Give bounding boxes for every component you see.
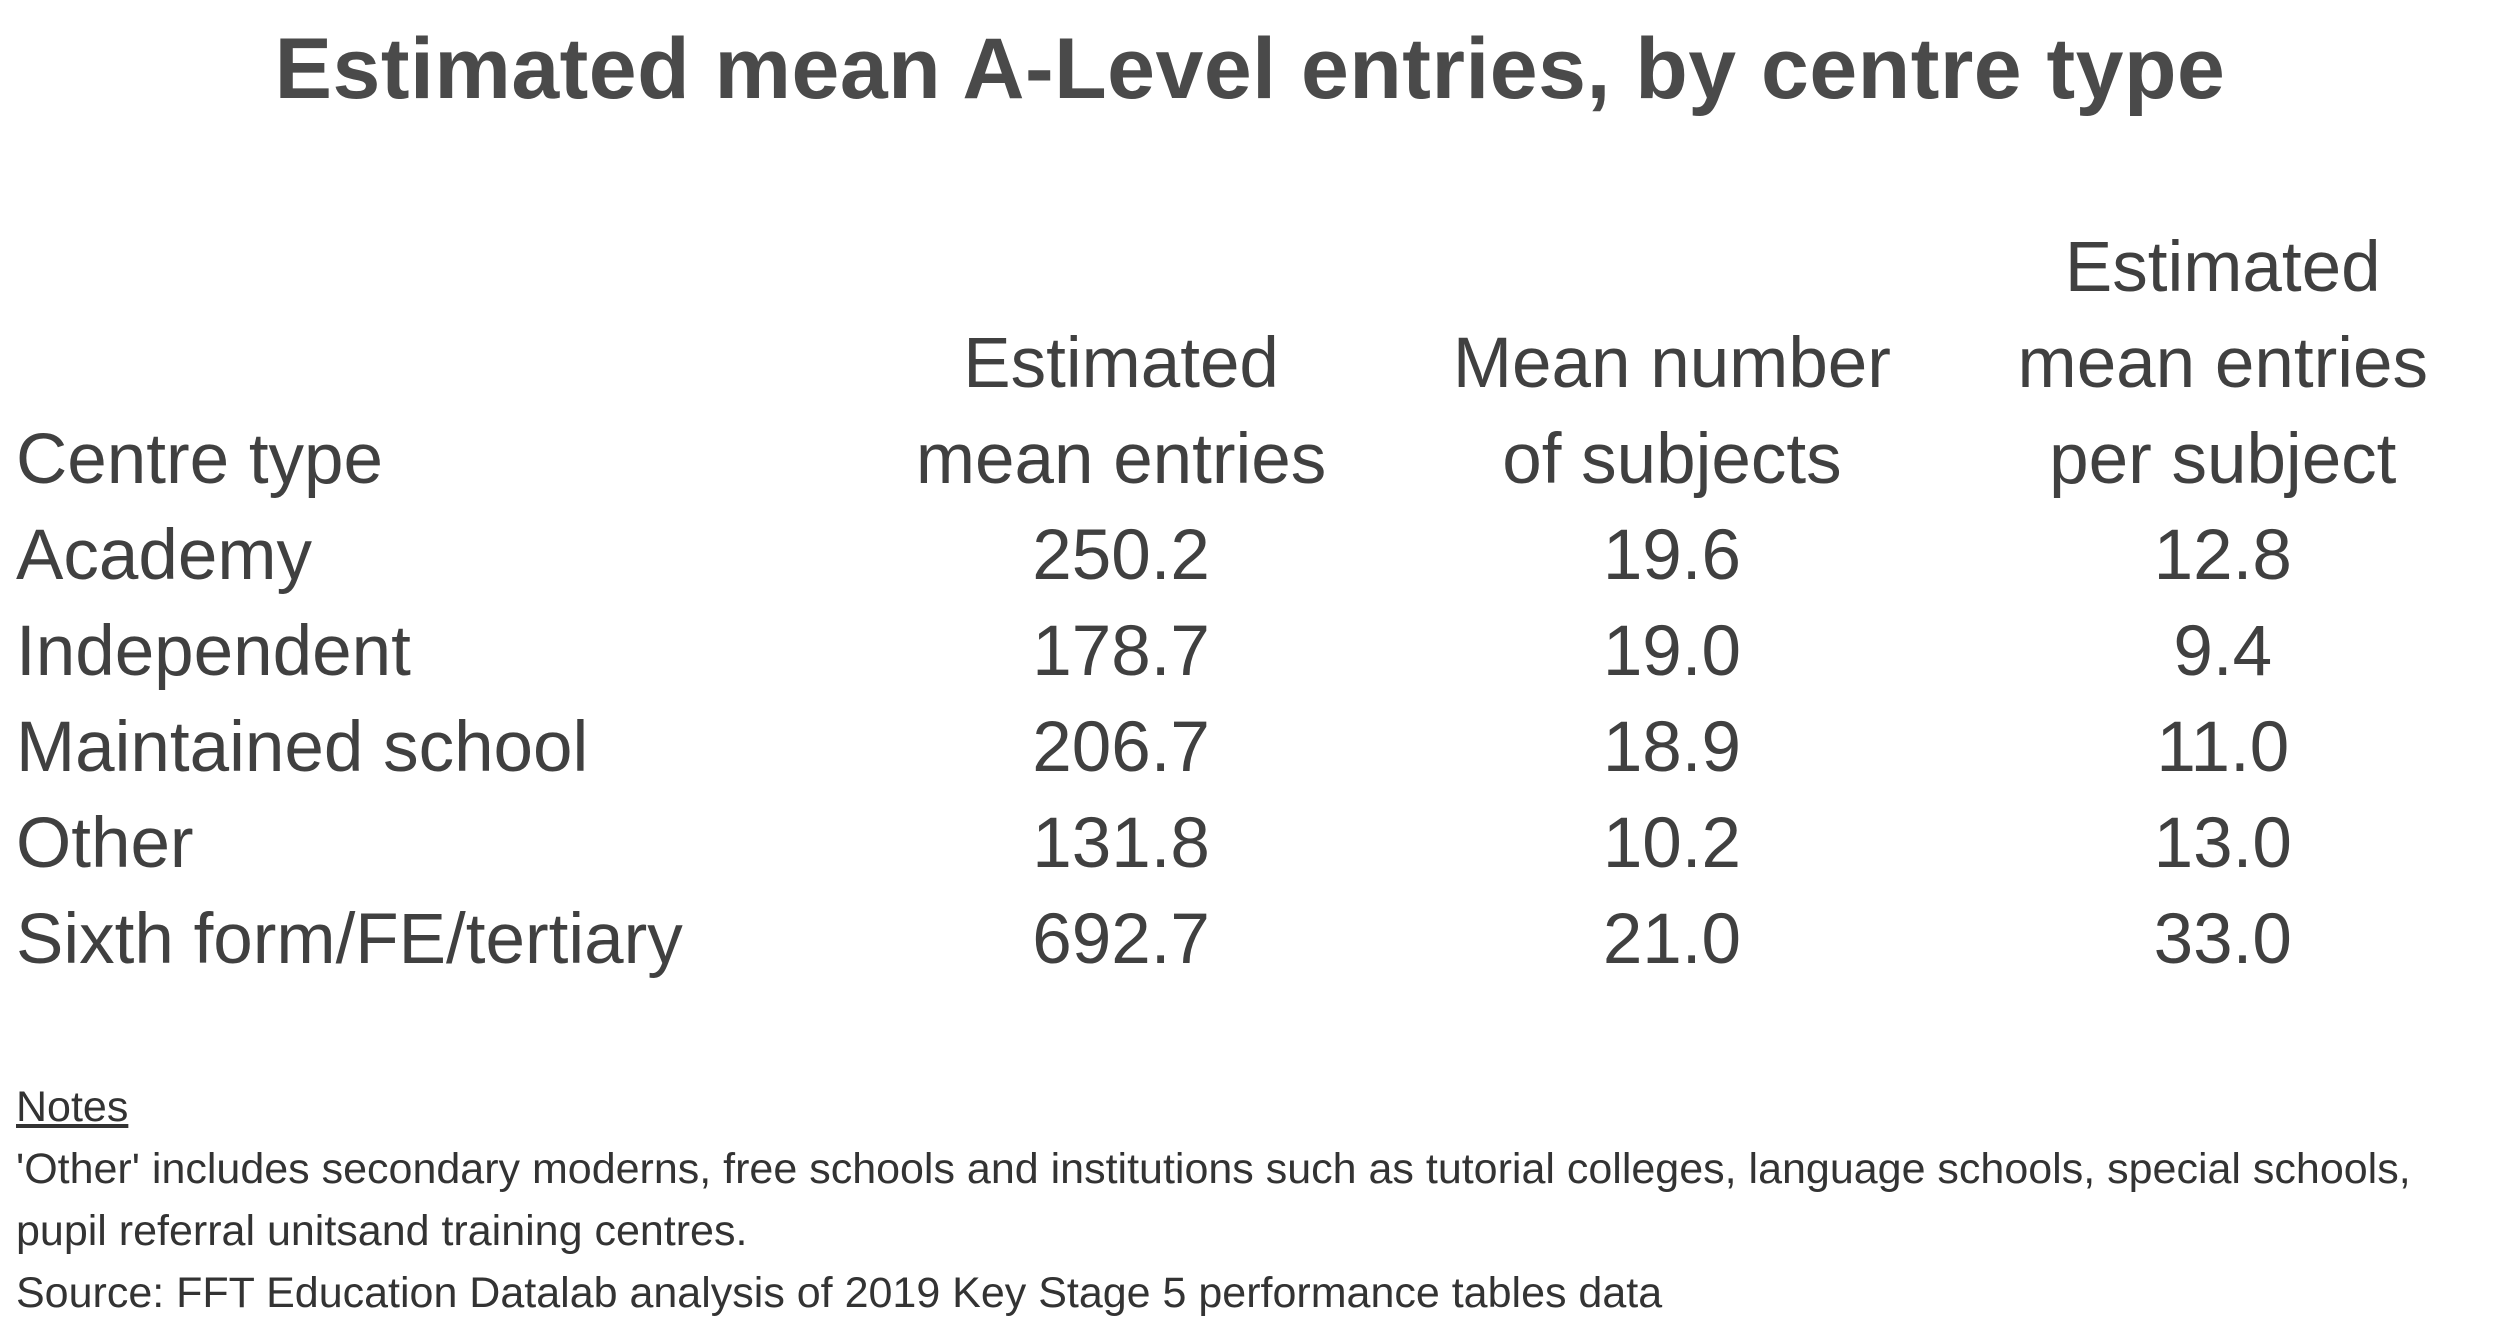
table-row: Maintained school 206.7 18.9 11.0 <box>16 700 2500 796</box>
entries-table: Centre type Estimated mean entries Mean … <box>16 220 2500 988</box>
cell-mean-entries: 206.7 <box>1032 708 1210 787</box>
cell-mean-entries: 692.7 <box>1032 900 1210 979</box>
table-row: Other 131.8 10.2 13.0 <box>16 796 2500 892</box>
cell-mean-subjects: 19.0 <box>1602 612 1741 691</box>
table-header-row: Centre type Estimated mean entries Mean … <box>16 220 2500 508</box>
cell-mean-entries: 131.8 <box>1032 804 1210 883</box>
cell-mean-subjects: 18.9 <box>1602 708 1741 787</box>
notes-section: Notes 'Other' includes secondary moderns… <box>16 1076 2476 1324</box>
header-centre-type: Centre type <box>16 420 384 499</box>
notes-other-definition: 'Other' includes secondary moderns, free… <box>16 1145 2411 1255</box>
cell-centre-type: Independent <box>16 612 411 691</box>
header-mean-number-of-subjects: Mean number of subjects <box>1452 324 1891 499</box>
cell-mean-subjects: 10.2 <box>1602 804 1741 883</box>
header-estimated-mean-entries: Estimated mean entries <box>915 324 1327 499</box>
header-mean-entries-per-subject: Estimated mean entries per subject <box>2017 228 2428 499</box>
page-title: Estimated mean A-Level entries, by centr… <box>274 21 2226 117</box>
cell-centre-type: Sixth form/FE/tertiary <box>16 900 683 979</box>
cell-centre-type: Other <box>16 804 194 883</box>
cell-mean-entries: 250.2 <box>1032 516 1210 595</box>
cell-entries-per-subject: 9.4 <box>2173 612 2273 691</box>
cell-mean-subjects: 19.6 <box>1602 516 1741 595</box>
notes-heading: Notes <box>16 1083 129 1131</box>
cell-entries-per-subject: 12.8 <box>2153 516 2292 595</box>
cell-entries-per-subject: 33.0 <box>2153 900 2292 979</box>
notes-source: Source: FFT Education Datalab analysis o… <box>16 1269 1663 1317</box>
cell-mean-subjects: 21.0 <box>1602 900 1741 979</box>
table-row: Independent 178.7 19.0 9.4 <box>16 604 2500 700</box>
cell-centre-type: Maintained school <box>16 708 589 787</box>
cell-centre-type: Academy <box>16 516 312 595</box>
cell-entries-per-subject: 11.0 <box>2156 708 2290 787</box>
table-row: Academy 250.2 19.6 12.8 <box>16 508 2500 604</box>
cell-entries-per-subject: 13.0 <box>2153 804 2292 883</box>
cell-mean-entries: 178.7 <box>1032 612 1210 691</box>
table-row: Sixth form/FE/tertiary 692.7 21.0 33.0 <box>16 892 2500 988</box>
